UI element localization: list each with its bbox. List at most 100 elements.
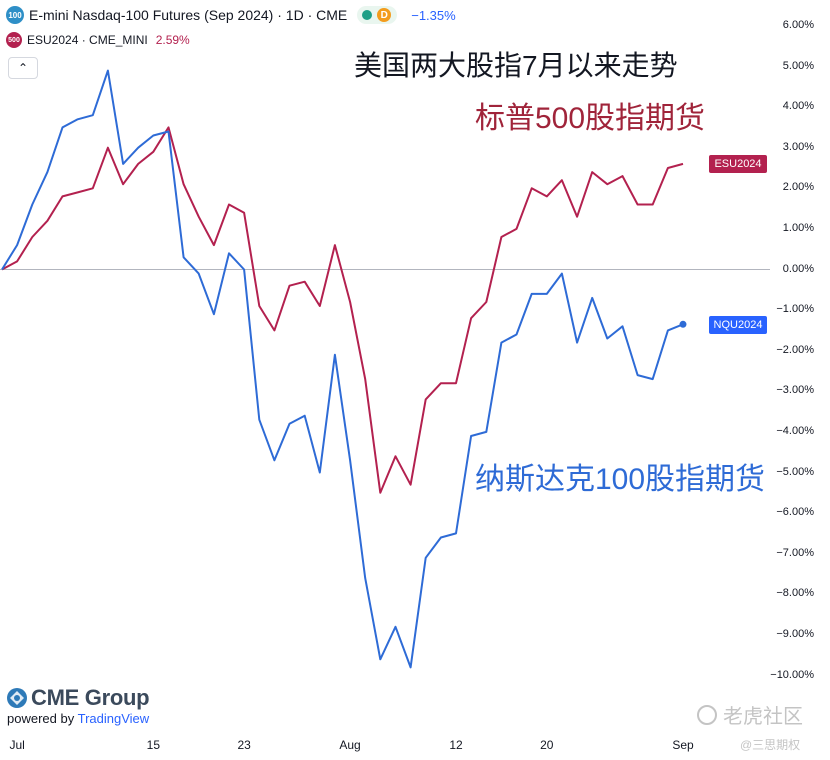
tradingview-link[interactable]: TradingView bbox=[77, 711, 150, 726]
data-status-pill[interactable]: D bbox=[357, 6, 398, 24]
y-tick-label: −5.00% bbox=[776, 465, 814, 478]
nq-data-point bbox=[590, 296, 594, 300]
x-tick-label: 20 bbox=[540, 738, 554, 752]
es-data-point bbox=[15, 259, 19, 263]
es-data-point bbox=[621, 174, 625, 178]
es-data-point bbox=[121, 182, 125, 186]
delayed-data-icon: D bbox=[377, 8, 392, 22]
es-data-point bbox=[30, 235, 34, 239]
nq-data-point bbox=[0, 268, 4, 272]
es-data-point bbox=[394, 454, 398, 458]
es-change-value: 2.59% bbox=[155, 33, 190, 47]
nq-data-point bbox=[303, 414, 307, 418]
nq-data-point bbox=[469, 434, 473, 438]
es-data-point bbox=[76, 190, 80, 194]
nq-data-point bbox=[242, 268, 246, 272]
es-data-point bbox=[318, 304, 322, 308]
nq-legend-title: E-mini Nasdaq-100 Futures (Sep 2024) · 1… bbox=[29, 7, 348, 23]
chart-headline: 美国两大股指7月以来走势 bbox=[354, 50, 678, 81]
y-tick-label: 0.00% bbox=[782, 262, 814, 275]
es-data-point bbox=[333, 243, 337, 247]
collapse-legend-button[interactable]: ⌃ bbox=[8, 57, 38, 79]
nq-data-point bbox=[167, 130, 171, 134]
nq-data-point bbox=[61, 125, 65, 129]
es-data-point bbox=[288, 284, 292, 288]
cme-group-logo: CME Group bbox=[6, 685, 150, 711]
powered-by-text: powered by bbox=[7, 711, 75, 726]
es-data-point bbox=[651, 203, 655, 207]
es-data-point bbox=[469, 316, 473, 320]
es-legend-title: ESU2024 · CME_MINI bbox=[27, 33, 148, 47]
y-tick-label: −3.00% bbox=[776, 384, 814, 397]
es-data-point bbox=[545, 194, 549, 198]
nq-data-point bbox=[136, 146, 140, 150]
nq-data-point bbox=[121, 162, 125, 166]
es-data-point bbox=[272, 328, 276, 332]
nq-data-point bbox=[197, 272, 201, 276]
es-data-point bbox=[424, 397, 428, 401]
nq-data-point bbox=[545, 292, 549, 296]
nq-data-point bbox=[409, 665, 413, 669]
es-data-point bbox=[363, 377, 367, 381]
y-tick-label: −4.00% bbox=[776, 424, 814, 437]
y-tick-label: −6.00% bbox=[776, 506, 814, 519]
es-data-point bbox=[106, 146, 110, 150]
nq-data-point bbox=[530, 292, 534, 296]
es-symbol-badge: 500 bbox=[6, 32, 22, 48]
es-data-point bbox=[560, 178, 564, 182]
y-tick-label: 6.00% bbox=[782, 18, 814, 31]
legend-es[interactable]: 500 ESU2024 · CME_MINI 2.59% bbox=[6, 32, 190, 48]
y-tick-label: 2.00% bbox=[782, 181, 814, 194]
es-data-point bbox=[257, 304, 261, 308]
legend-nq[interactable]: 100 E-mini Nasdaq-100 Futures (Sep 2024)… bbox=[6, 6, 456, 24]
nq-data-point bbox=[575, 341, 579, 345]
chevron-up-icon: ⌃ bbox=[17, 61, 29, 75]
nq-data-point bbox=[212, 312, 216, 316]
x-tick-label: Sep bbox=[672, 738, 694, 752]
nq-data-point bbox=[91, 113, 95, 117]
es-data-point bbox=[136, 162, 140, 166]
nq-data-point bbox=[182, 255, 186, 259]
nq-data-point bbox=[378, 657, 382, 661]
nq-data-point bbox=[560, 272, 564, 276]
nq-price-tag: NQU2024 bbox=[709, 316, 767, 334]
nq-data-point bbox=[499, 341, 503, 345]
y-tick-label: −2.00% bbox=[776, 343, 814, 356]
nq-annotation-label: 纳斯达克100股指期货 bbox=[475, 463, 766, 496]
es-data-point bbox=[212, 243, 216, 247]
es-series-line bbox=[1, 126, 684, 494]
nq-data-point bbox=[424, 556, 428, 560]
es-data-point bbox=[242, 211, 246, 215]
y-tick-label: 4.00% bbox=[782, 100, 814, 113]
es-data-point bbox=[45, 219, 49, 223]
y-tick-label: −1.00% bbox=[776, 303, 814, 316]
es-data-point bbox=[484, 300, 488, 304]
nq-data-point bbox=[106, 69, 110, 73]
nq-data-point bbox=[30, 203, 34, 207]
es-data-point bbox=[303, 280, 307, 284]
es-annotation-label: 标普500股指期货 bbox=[475, 102, 706, 135]
y-tick-label: 5.00% bbox=[782, 59, 814, 72]
es-data-point bbox=[439, 381, 443, 385]
es-data-point bbox=[182, 182, 186, 186]
powered-by-tradingview[interactable]: powered by TradingView bbox=[7, 711, 149, 726]
es-data-point bbox=[590, 170, 594, 174]
cme-globe-icon bbox=[7, 688, 27, 708]
nq-data-point bbox=[151, 134, 155, 138]
nq-data-point bbox=[333, 353, 337, 357]
es-data-point bbox=[681, 162, 685, 166]
watermark-text: 老虎社区 bbox=[723, 706, 803, 728]
nq-data-point bbox=[227, 251, 231, 255]
es-data-point bbox=[575, 215, 579, 219]
nq-symbol-badge: 100 bbox=[6, 6, 24, 24]
es-data-point bbox=[454, 381, 458, 385]
y-tick-label: −9.00% bbox=[776, 627, 814, 640]
nq-change-value: −1.35% bbox=[411, 7, 456, 23]
es-data-point bbox=[91, 186, 95, 190]
nq-data-point bbox=[651, 377, 655, 381]
es-data-point bbox=[605, 182, 609, 186]
nq-data-point bbox=[272, 458, 276, 462]
nq-data-point bbox=[621, 324, 625, 328]
es-price-tag: ESU2024 bbox=[709, 155, 767, 173]
x-tick-label: 23 bbox=[237, 738, 251, 752]
